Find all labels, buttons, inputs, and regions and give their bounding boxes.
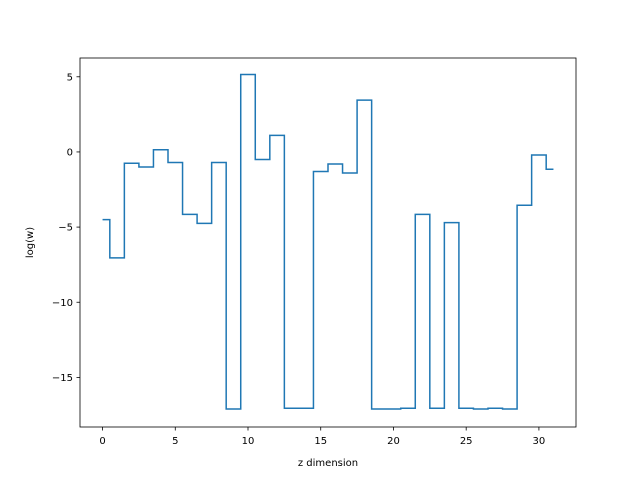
series-line (102, 73, 554, 410)
y-tick-label: −5 (58, 223, 73, 234)
plot-frame (79, 57, 577, 428)
x-axis-label: z dimension (298, 458, 358, 469)
y-axis-ticks: 5 0 −5 −10 −15 (52, 72, 80, 384)
x-tick-label: 20 (387, 436, 400, 447)
x-tick-label: 15 (314, 436, 327, 447)
y-tick-label: −15 (52, 373, 73, 384)
y-tick-label: 0 (67, 148, 73, 159)
x-axis-ticks: 0 5 10 15 20 25 30 (99, 427, 545, 447)
x-tick-label: 10 (242, 436, 255, 447)
y-axis-label: log(w) (25, 227, 36, 258)
x-tick-label: 25 (460, 436, 473, 447)
series-layer (102, 73, 554, 410)
x-tick-label: 5 (172, 436, 178, 447)
x-tick-label: 0 (99, 436, 105, 447)
y-tick-label: −10 (52, 298, 73, 309)
y-tick-label: 5 (67, 72, 73, 83)
x-tick-label: 30 (533, 436, 546, 447)
plot-area (80, 58, 576, 427)
